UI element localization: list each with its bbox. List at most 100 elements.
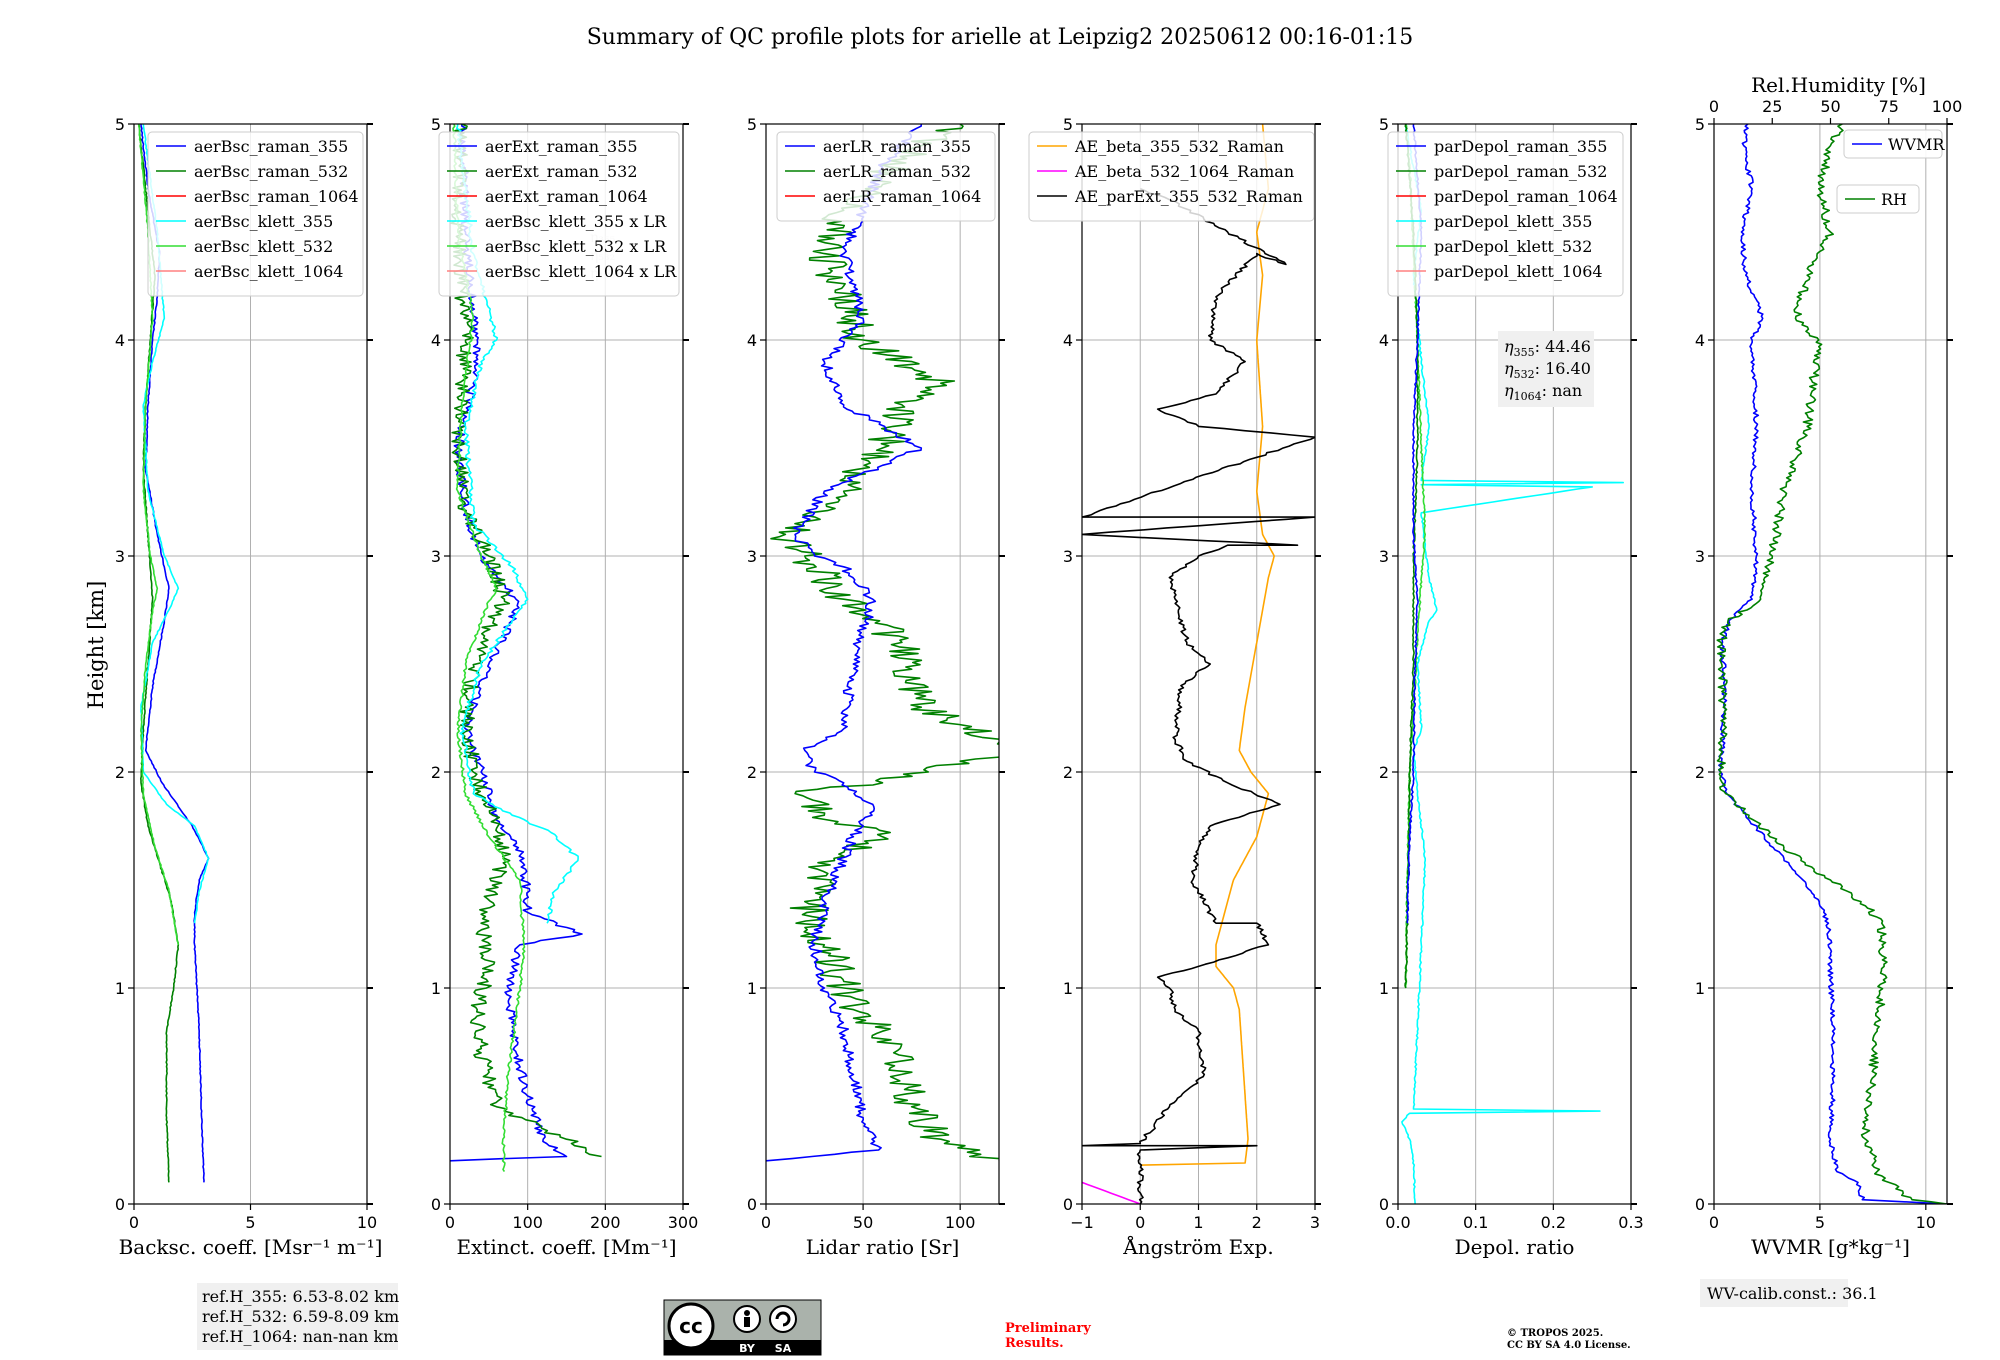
- y-tick-label: 1: [747, 979, 757, 998]
- x-tick-label: 0: [445, 1213, 455, 1232]
- axes-frame: [449, 123, 684, 1205]
- y-tick-label: 2: [1063, 763, 1073, 782]
- y-tick-label: 0: [747, 1195, 757, 1214]
- legend-label: aerBsc_klett_1064 x LR: [485, 262, 677, 281]
- legend-label: aerBsc_raman_1064: [194, 187, 359, 206]
- y-axis-label: Height [km]: [84, 581, 108, 710]
- legend-label: WVMR: [1888, 135, 1945, 154]
- series-line-RH: [1716, 124, 1947, 1204]
- axes-frame: [1713, 123, 1948, 1205]
- legend-label: aerLR_raman_1064: [823, 187, 981, 206]
- series-group: [1716, 124, 1947, 1204]
- sa-icon: [769, 1305, 797, 1333]
- x-tick-label: 0.0: [1385, 1213, 1410, 1232]
- y-tick-label: 5: [1379, 115, 1389, 134]
- panel-depol: 0.0 0.1 0.2 0.3 0 1 2 3 4 5 Depol. ratio parDepol_r…: [1379, 115, 1644, 1259]
- legend-label: aerBsc_klett_532: [194, 237, 333, 256]
- x-tick-label: 10: [357, 1213, 377, 1232]
- x-tick-label: 0: [1709, 1213, 1719, 1232]
- legend-label: aerBsc_raman_355: [194, 137, 348, 156]
- legend-label: aerExt_raman_532: [485, 162, 638, 181]
- y-tick-label: 4: [1695, 331, 1705, 350]
- x-tick-label: 2: [1252, 1213, 1262, 1232]
- legend-label: parDepol_klett_355: [1434, 212, 1592, 231]
- y-tick-label: 5: [431, 115, 441, 134]
- x-axis-label: Backsc. coeff. [Msr⁻¹ m⁻¹]: [119, 1235, 383, 1259]
- x-tick-label: 0.1: [1463, 1213, 1488, 1232]
- legend-label: parDepol_raman_532: [1434, 162, 1607, 181]
- series-line-AE_beta_532_1064_Raman: [1082, 1181, 1141, 1204]
- legend-label: parDepol_klett_1064: [1434, 262, 1603, 281]
- by-icon-head: [744, 1310, 750, 1316]
- legend: RH: [1836, 184, 1920, 214]
- x-axis-label: Lidar ratio [Sr]: [806, 1235, 960, 1259]
- y-tick-label: 1: [1695, 979, 1705, 998]
- panel-backscatter: 0 5 10 0 1 2 3 4 5 Backsc. coeff. [Msr⁻¹ m⁻¹] aerB…: [115, 115, 399, 1350]
- legend-box: [1836, 184, 1920, 214]
- preliminary-note: Preliminary: [1005, 1321, 1091, 1336]
- y-tick-label: 3: [115, 547, 125, 566]
- y-tick-label: 0: [1063, 1195, 1073, 1214]
- y-tick-label: 4: [1379, 331, 1389, 350]
- legend-label: aerBsc_klett_532 x LR: [485, 237, 667, 256]
- x-tick-label: 1: [1193, 1213, 1203, 1232]
- legend-label: aerLR_raman_355: [823, 137, 971, 156]
- legend-label: aerLR_raman_532: [823, 162, 971, 181]
- series-line-aerBsc_raman_355: [140, 124, 210, 1183]
- eta-box-bg: [1498, 331, 1594, 407]
- y-tick-label: 3: [1695, 547, 1705, 566]
- y-tick-label: 4: [115, 331, 125, 350]
- x-tick-label: 100: [945, 1213, 976, 1232]
- copyright-note: © TROPOS 2025.: [1507, 1328, 1603, 1339]
- sa-label: SA: [775, 1342, 792, 1355]
- legend-label: parDepol_raman_1064: [1434, 187, 1618, 206]
- y-tick-label: 0: [431, 1195, 441, 1214]
- info-box-line: WV-calib.const.: 36.1: [1707, 1284, 1878, 1303]
- x-tick-label: 0: [1135, 1213, 1145, 1232]
- legend-box: [1843, 129, 1943, 159]
- y-tick-label: 4: [1063, 331, 1073, 350]
- x-tick-label: 5: [1815, 1213, 1825, 1232]
- y-tick-label: 2: [1379, 763, 1389, 782]
- y-tick-label: 3: [1379, 547, 1389, 566]
- series-line-aerExt_raman_532: [450, 124, 602, 1158]
- info-box-bg: [197, 1283, 398, 1350]
- y-tick-label: 1: [1063, 979, 1073, 998]
- y-tick-label: 4: [431, 331, 441, 350]
- legend-label: aerExt_raman_355: [485, 137, 638, 156]
- series-line-WVMR: [1718, 124, 1947, 1204]
- legend-box: [776, 131, 996, 222]
- x-tick-label: 0: [761, 1213, 771, 1232]
- y-tick-label: 5: [1695, 115, 1705, 134]
- series-line-AE_beta_355_532_Raman: [1140, 124, 1275, 1166]
- x-tick-label: 0.3: [1618, 1213, 1643, 1232]
- series-group: [766, 124, 999, 1162]
- legend-label: aerBsc_klett_1064: [194, 262, 343, 281]
- series-line-aerLR_raman_532: [770, 124, 999, 1161]
- x-tick-label: 100: [512, 1213, 543, 1232]
- legend-label: AE_beta_355_532_Raman: [1074, 137, 1284, 156]
- y-tick-label: 2: [747, 763, 757, 782]
- legend: WVMR: [1843, 129, 1945, 159]
- legend: aerBsc_raman_355 aerBsc_raman_532 aerBsc_r…: [147, 131, 364, 297]
- y-tick-label: 5: [1063, 115, 1073, 134]
- copyright-note: CC BY SA 4.0 License.: [1507, 1340, 1631, 1351]
- legend: aerLR_raman_355 aerLR_raman_532 aerLR_rama…: [776, 131, 996, 222]
- axes-frame: [765, 123, 1000, 1205]
- x-tick-label: 50: [853, 1213, 873, 1232]
- series-line-aerLR_raman_355: [766, 124, 923, 1162]
- series-group: [1082, 124, 1315, 1204]
- top-tick-label: 100: [1932, 97, 1963, 116]
- info-box: WV-calib.const.: 36.1: [1700, 1279, 1878, 1307]
- info-box-line: ref.H_1064: nan-nan km: [202, 1327, 398, 1346]
- legend-label: AE_beta_532_1064_Raman: [1074, 162, 1294, 181]
- cc-license-badge: cc BY SA: [663, 1299, 822, 1356]
- top-tick-label: 50: [1820, 97, 1840, 116]
- eta-value: η532: 16.40: [1504, 359, 1591, 381]
- y-tick-label: 1: [115, 979, 125, 998]
